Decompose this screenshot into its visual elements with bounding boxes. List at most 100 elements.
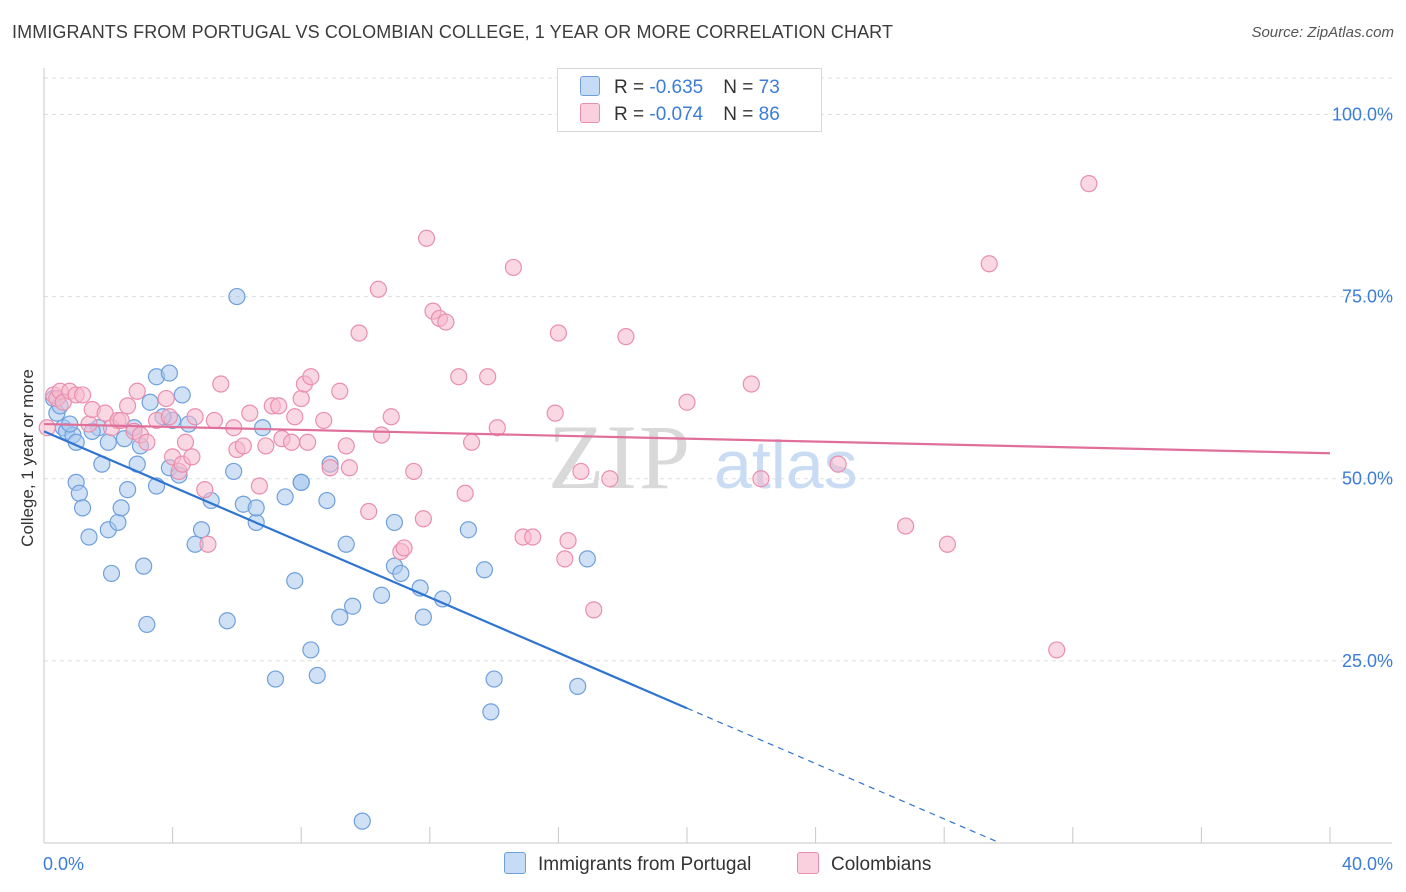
data-point-colombians	[504, 258, 522, 277]
data-point-colombians	[205, 411, 223, 430]
data-point-colombians	[556, 550, 574, 568]
data-point-portugal	[138, 615, 156, 634]
data-point-colombians	[1080, 175, 1098, 193]
axes	[43, 68, 1392, 844]
data-point-colombians	[350, 324, 368, 342]
data-point-portugal	[118, 481, 137, 499]
data-point-portugal	[302, 641, 320, 659]
series-immigrants-from-portugal	[45, 287, 596, 830]
data-point-colombians	[752, 470, 770, 488]
data-point-portugal	[318, 491, 336, 510]
data-point-portugal	[135, 557, 153, 575]
data-point-colombians	[302, 368, 320, 386]
chart-title: IMMIGRANTS FROM PORTUGAL VS COLOMBIAN CO…	[12, 22, 894, 42]
data-point-portugal	[160, 364, 178, 382]
data-point-colombians	[369, 280, 387, 298]
data-point-portugal	[73, 499, 92, 517]
y-axis-label: College, 1 year or more	[18, 369, 37, 547]
data-point-portugal	[141, 393, 159, 411]
y-tick-label: 50.0%	[1342, 469, 1393, 489]
data-point-colombians	[299, 433, 317, 451]
x-tick-label: 0.0%	[43, 854, 84, 874]
data-point-colombians	[257, 437, 275, 455]
legend-r-value: -0.635	[649, 77, 704, 98]
bottom-legend-portugal: Immigrants from Portugal	[504, 852, 751, 876]
data-point-colombians	[196, 481, 214, 499]
data-point-portugal	[569, 677, 587, 695]
data-point-colombians	[980, 255, 998, 273]
legend-n-label: N =	[723, 77, 759, 98]
data-point-portugal	[228, 287, 246, 306]
data-point-colombians	[450, 368, 468, 386]
data-point-colombians	[938, 535, 957, 553]
data-point-colombians	[479, 368, 497, 386]
data-point-colombians	[601, 470, 619, 488]
data-point-colombians	[572, 462, 590, 481]
bottom-legend-swatch-blue	[504, 852, 526, 874]
data-point-colombians	[372, 426, 391, 444]
data-point-portugal	[292, 473, 310, 491]
data-point-colombians	[183, 448, 201, 466]
data-point-portugal	[99, 433, 117, 451]
x-tick-label: 40.0%	[1342, 854, 1393, 874]
bottom-legend-label-colombians: Colombians	[831, 854, 932, 875]
legend-n-value: 86	[758, 104, 780, 125]
data-point-colombians	[241, 404, 259, 422]
series-colombians	[38, 175, 1098, 659]
data-point-colombians	[112, 411, 130, 430]
data-point-portugal	[337, 535, 355, 553]
watermark-zip: ZIP	[548, 406, 692, 508]
legend-row-portugal: R = -0.635 N = 73	[580, 76, 780, 98]
data-point-colombians	[456, 484, 474, 502]
data-point-portugal	[578, 550, 596, 568]
data-point-colombians	[437, 313, 455, 331]
tick-labels: 25.0% 50.0% 75.0% 100.0% 0.0% 40.0%	[43, 104, 1393, 874]
data-point-portugal	[459, 521, 477, 539]
trend-line-portugal-extension	[686, 707, 996, 842]
source-label: Source: ZipAtlas.com	[1251, 24, 1394, 41]
watermark: ZIP atlas	[548, 406, 858, 508]
data-point-colombians	[360, 502, 378, 521]
data-point-portugal	[218, 612, 236, 630]
data-point-colombians	[585, 601, 603, 619]
trend-line-portugal	[43, 430, 688, 710]
data-point-colombians	[270, 397, 288, 415]
data-point-colombians	[128, 382, 146, 400]
data-point-portugal	[344, 597, 362, 615]
data-point-portugal	[475, 561, 494, 579]
data-point-colombians	[405, 462, 423, 481]
data-point-colombians	[176, 433, 195, 451]
data-point-colombians	[742, 375, 760, 393]
legend-row-colombians: R = -0.074 N = 86	[580, 103, 780, 125]
data-point-colombians	[417, 229, 436, 247]
y-tick-label: 25.0%	[1342, 651, 1393, 671]
data-point-portugal	[109, 513, 127, 532]
data-point-colombians	[160, 408, 178, 426]
data-point-portugal	[70, 484, 88, 502]
data-point-colombians	[118, 397, 137, 415]
trend-line-colombians	[43, 422, 1331, 455]
data-point-colombians	[282, 433, 301, 451]
data-point-portugal	[353, 812, 371, 830]
data-point-colombians	[546, 404, 564, 422]
data-point-colombians	[462, 433, 481, 451]
legend-r-label: R =	[614, 77, 650, 98]
data-point-colombians	[96, 404, 114, 422]
data-point-colombians	[292, 389, 310, 408]
data-point-colombians	[897, 517, 915, 535]
legend-swatch-blue	[580, 76, 600, 96]
data-point-portugal	[266, 670, 285, 688]
y-tick-label: 75.0%	[1342, 287, 1393, 307]
data-point-colombians	[337, 437, 355, 455]
data-point-portugal	[286, 572, 304, 590]
data-point-colombians	[73, 386, 92, 404]
data-point-portugal	[372, 586, 391, 604]
bottom-legend-label-portugal: Immigrants from Portugal	[538, 854, 752, 875]
data-point-colombians	[524, 528, 542, 546]
data-point-portugal	[414, 608, 432, 626]
legend-n-label: N =	[723, 104, 759, 125]
data-point-colombians	[212, 375, 230, 393]
data-point-portugal	[276, 488, 294, 506]
data-point-portugal	[225, 462, 243, 481]
